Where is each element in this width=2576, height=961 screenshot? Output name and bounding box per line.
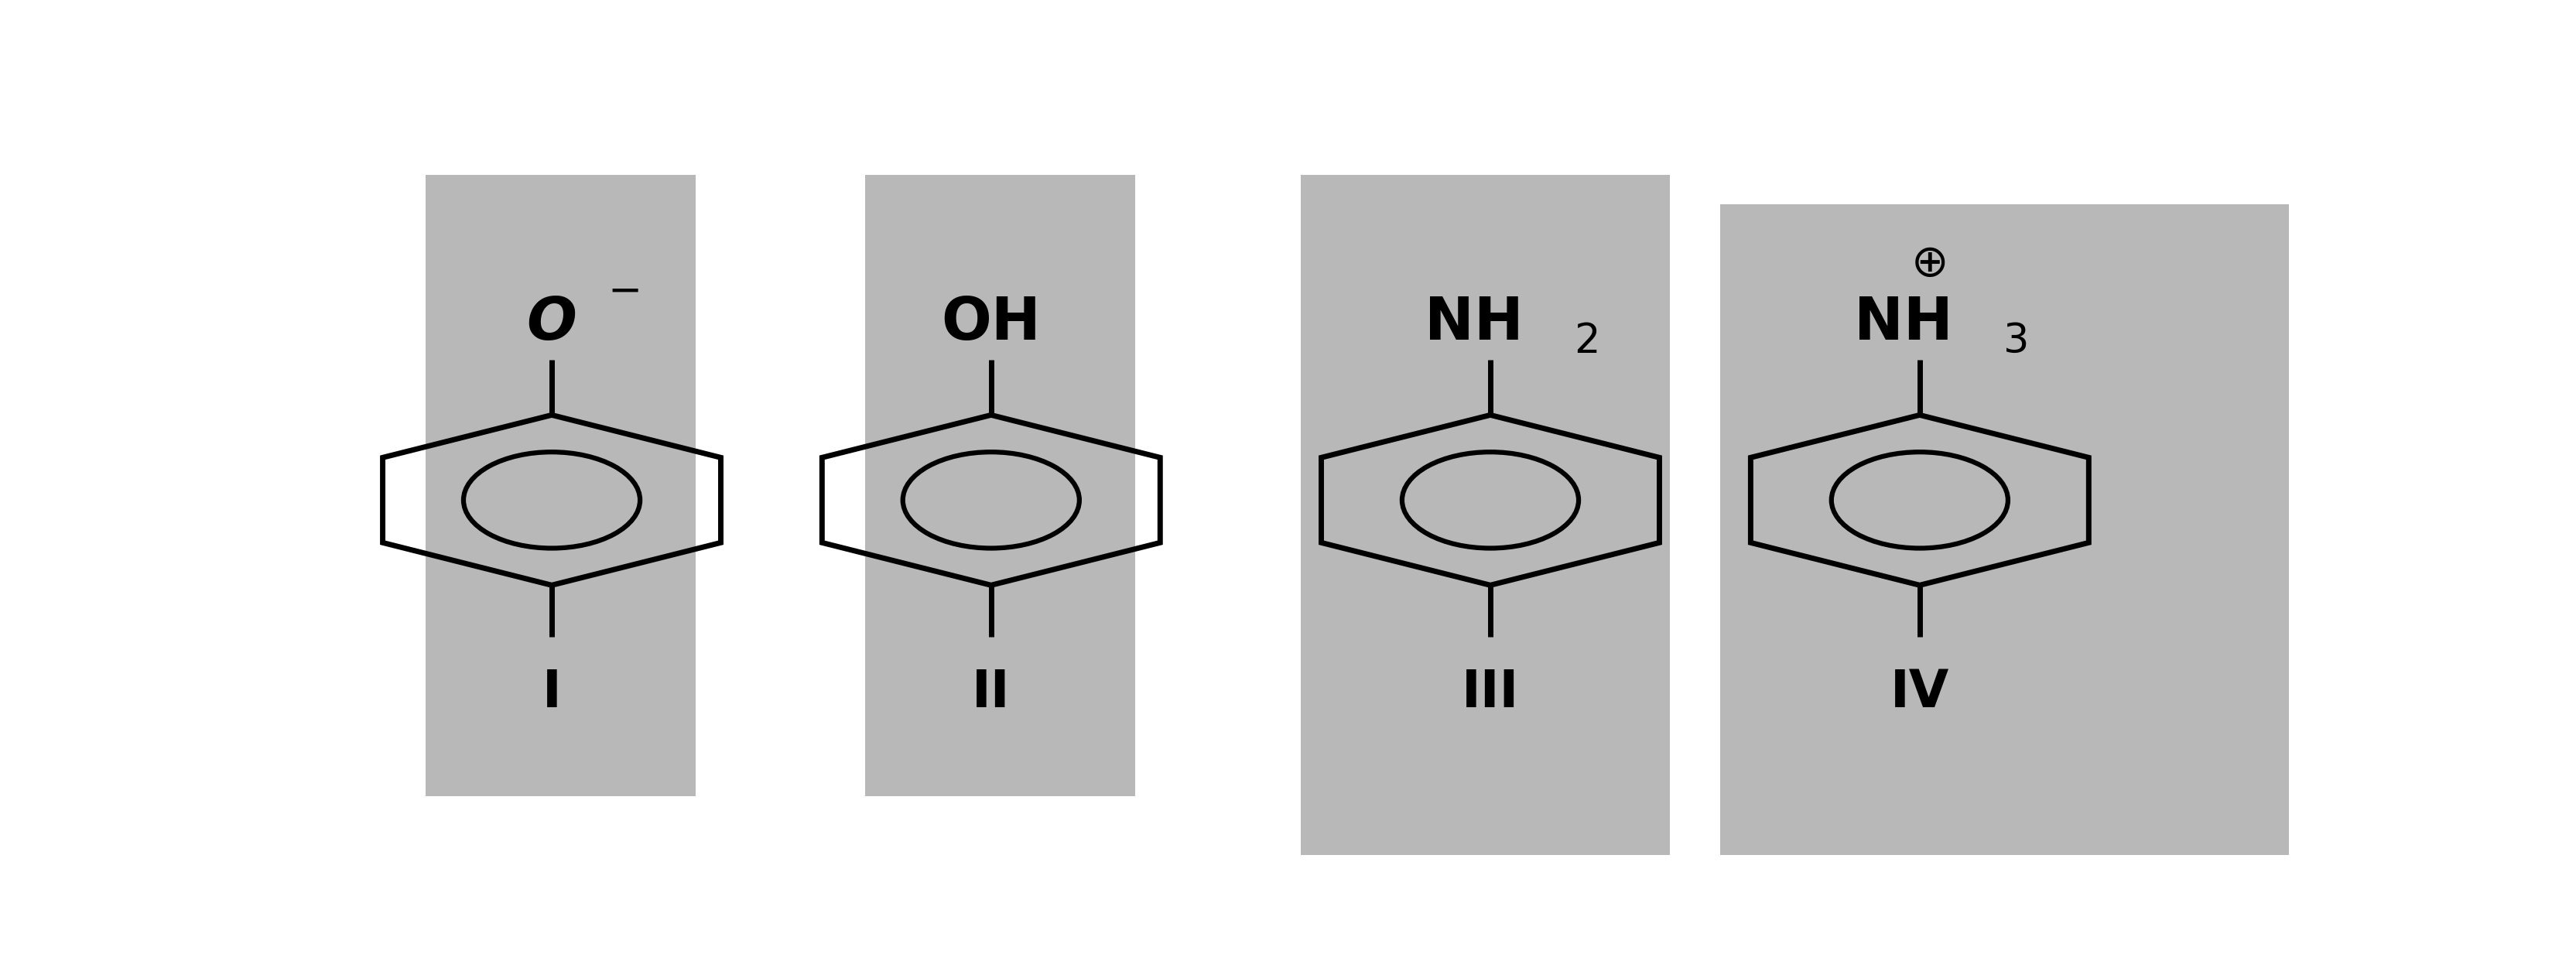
Text: I: I [541, 667, 562, 718]
Text: O: O [526, 295, 577, 352]
Text: 2: 2 [1574, 321, 1600, 361]
FancyBboxPatch shape [425, 175, 696, 796]
FancyBboxPatch shape [1721, 204, 2287, 855]
Text: 3: 3 [2004, 321, 2030, 361]
Text: III: III [1461, 667, 1520, 718]
Text: II: II [971, 667, 1010, 718]
Text: OH: OH [940, 295, 1041, 352]
Text: −: − [608, 271, 641, 311]
Text: NH: NH [1425, 295, 1522, 352]
FancyBboxPatch shape [1301, 175, 1669, 855]
FancyBboxPatch shape [866, 175, 1133, 796]
Text: IV: IV [1891, 667, 1947, 718]
Text: ⊕: ⊕ [1911, 241, 1947, 285]
Text: NH: NH [1855, 295, 1953, 352]
